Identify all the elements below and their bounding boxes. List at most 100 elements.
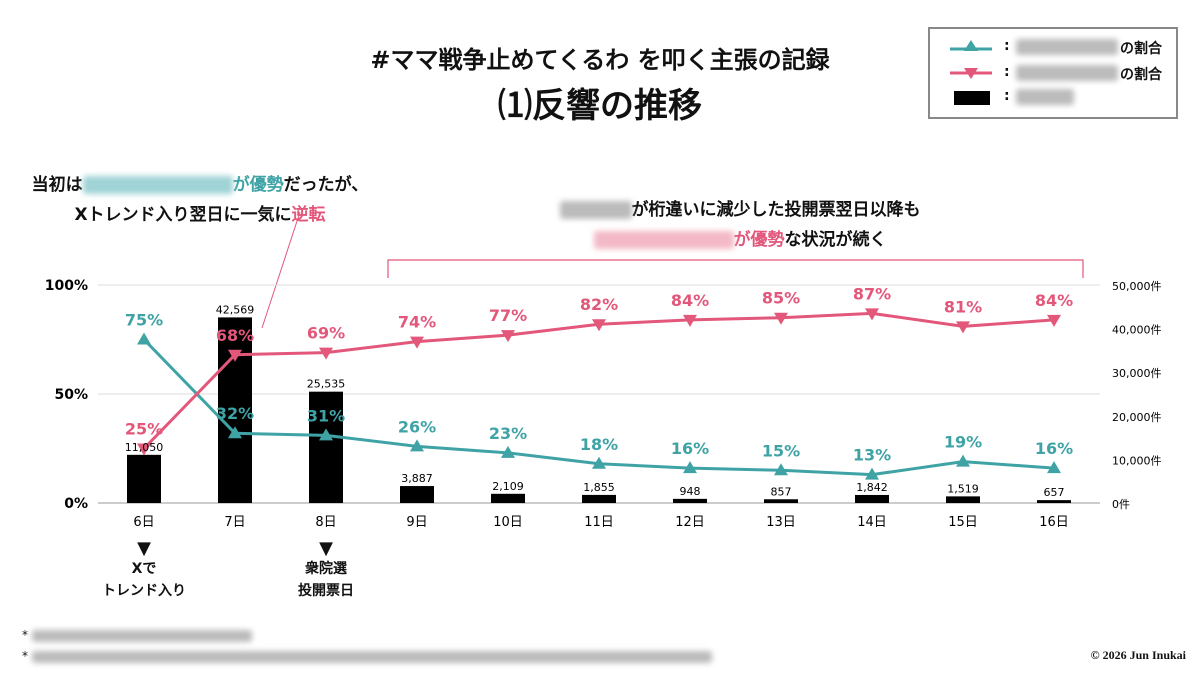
data-label: 81%	[944, 297, 982, 316]
data-point	[137, 332, 151, 345]
data-label: 23%	[489, 424, 527, 443]
data-point	[501, 330, 515, 343]
bracket	[387, 259, 1084, 278]
data-point	[410, 336, 424, 349]
series-line	[142, 311, 1055, 450]
x-tick-label: 15日	[948, 515, 978, 530]
data-point	[319, 347, 333, 360]
bar-value-label: 948	[680, 485, 701, 498]
bar	[1037, 500, 1071, 503]
copyright: © 2026 Jun Inukai	[1090, 648, 1186, 662]
data-label: 31%	[307, 406, 345, 425]
bar-value-label: 657	[1044, 486, 1065, 499]
chart-subtitle: ⑴反響の推移	[498, 86, 702, 126]
x-tick-label: 13日	[766, 515, 796, 530]
bar-value-label: 3,887	[401, 472, 433, 485]
legend-item-teal: : の割合	[930, 35, 1176, 59]
x-tick-label: 14日	[857, 515, 887, 530]
triangle-down-icon: ▼	[319, 538, 333, 559]
data-label: 68%	[216, 326, 254, 345]
data-label: 18%	[580, 435, 618, 454]
bar-value-label: 2,109	[492, 480, 524, 493]
triangle-up-icon	[950, 40, 992, 51]
bar-value-label: 1,842	[856, 481, 888, 494]
bar	[491, 493, 525, 503]
data-point	[956, 321, 970, 334]
data-label: 74%	[398, 313, 436, 332]
right-tick-label: 40,000件	[1112, 324, 1162, 337]
data-label: 26%	[398, 417, 436, 436]
data-label: 32%	[216, 404, 254, 423]
redacted-text	[31, 650, 712, 663]
bar	[218, 317, 252, 503]
footnote-1: *	[22, 628, 252, 642]
leader-line	[261, 211, 301, 329]
bar-value-label: 1,519	[947, 482, 979, 495]
bar	[764, 499, 798, 503]
left-tick-label: 100%	[45, 278, 88, 294]
data-point	[865, 308, 879, 321]
data-point	[774, 312, 788, 325]
data-point	[319, 428, 333, 441]
data-point	[137, 443, 151, 456]
x-tick-label: 9日	[406, 515, 427, 530]
x-tick-label: 16日	[1039, 515, 1069, 530]
bar-value-label: 25,535	[307, 378, 346, 391]
chart-title: #ママ戦争止めてくるわ を叩く主張の記録	[370, 46, 830, 74]
data-label: 85%	[762, 289, 800, 308]
bar	[309, 391, 343, 503]
bar	[855, 494, 889, 503]
marker-trend: ▼ Xで トレンド入り	[94, 540, 194, 602]
redacted-text	[1016, 39, 1118, 55]
marker-election: ▼ 衆院選 投開票日	[276, 540, 376, 602]
data-label: 69%	[307, 324, 345, 343]
right-tick-label: 10,000件	[1112, 454, 1162, 467]
data-label: 16%	[671, 439, 709, 458]
data-point	[1047, 314, 1061, 327]
redacted-text	[593, 231, 734, 249]
x-tick-label: 6日	[133, 515, 154, 530]
triangle-down-icon	[950, 68, 992, 79]
bar-value-label: 42,569	[216, 303, 255, 316]
redacted-text	[559, 201, 632, 219]
annotation-left: 当初は が優勢だったが、 Xトレンド入り翌日に一気に逆転	[31, 175, 369, 225]
redacted-text	[31, 629, 252, 642]
data-label: 25%	[125, 420, 163, 439]
bar-value-label: 857	[771, 485, 792, 498]
data-label: 75%	[125, 311, 163, 330]
data-label: 15%	[762, 441, 800, 460]
bar	[582, 494, 616, 503]
series-line	[142, 338, 1055, 477]
legend-item-pink: : の割合	[930, 61, 1176, 85]
redacted-text	[82, 176, 233, 194]
x-tick-label: 11日	[584, 515, 614, 530]
x-tick-label: 12日	[675, 515, 705, 530]
annotation-right: が桁違いに減少した投開票翌日以降も が優勢な状況が続く	[480, 195, 1000, 255]
redacted-text	[1016, 65, 1118, 81]
data-label: 16%	[1035, 439, 1073, 458]
triangle-down-icon: ▼	[137, 538, 151, 559]
right-tick-label: 50,000件	[1112, 280, 1162, 293]
right-tick-label: 0件	[1112, 498, 1130, 511]
data-point	[228, 349, 242, 362]
bar-value-label: 11,050	[125, 441, 164, 454]
data-point	[228, 426, 242, 439]
data-point	[592, 456, 606, 469]
bar	[400, 486, 434, 503]
right-tick-label: 20,000件	[1112, 411, 1162, 424]
x-tick-label: 7日	[224, 515, 245, 530]
redacted-text	[1016, 89, 1074, 105]
left-tick-label: 0%	[64, 496, 88, 512]
data-point	[410, 439, 424, 452]
legend-item-bar: :	[930, 87, 1176, 111]
bar-swatch-icon	[954, 91, 990, 105]
data-point	[501, 445, 515, 458]
data-label: 77%	[489, 306, 527, 325]
x-tick-label: 10日	[493, 515, 523, 530]
data-label: 87%	[853, 284, 891, 303]
footnote-2: *	[22, 649, 712, 663]
data-label: 13%	[853, 446, 891, 465]
right-tick-label: 30,000件	[1112, 367, 1162, 380]
data-point	[956, 454, 970, 467]
